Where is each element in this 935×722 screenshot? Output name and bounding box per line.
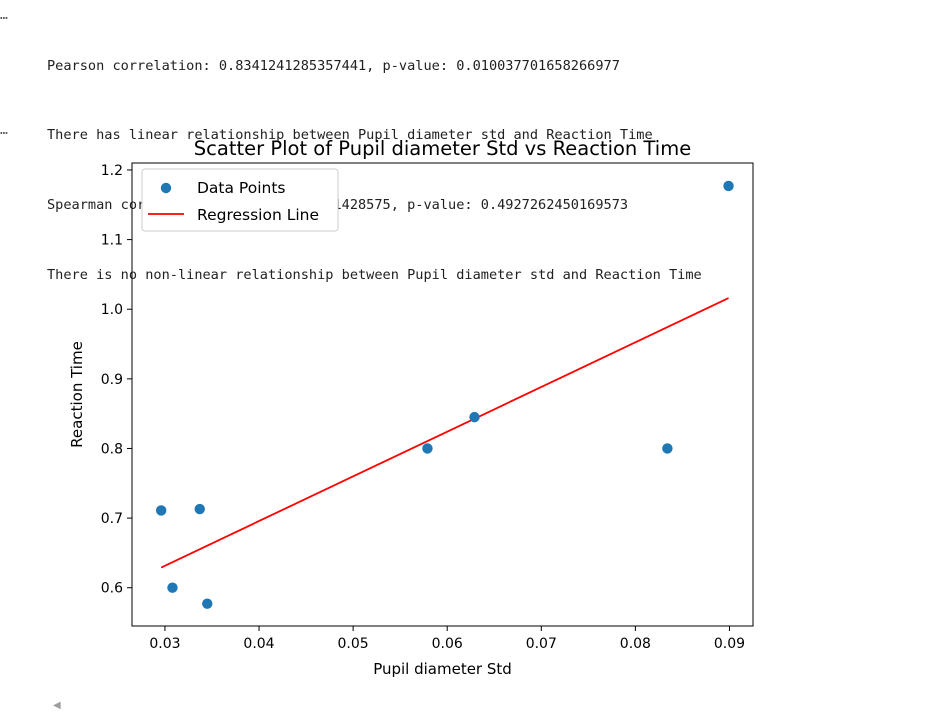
y-tick-label: 0.8	[101, 441, 123, 457]
plot-output-collapse-toggle[interactable]: …	[0, 123, 8, 138]
pearson-result-line: Pearson correlation: 0.8341241285357441,…	[47, 57, 620, 74]
data-point	[155, 505, 167, 516]
regression-line	[160, 297, 729, 569]
chart-title: Scatter Plot of Pupil diameter Std vs Re…	[194, 137, 691, 160]
x-tick-label: 0.06	[432, 636, 463, 652]
output-collapse-toggle[interactable]: …	[0, 8, 8, 23]
scroll-left-arrow-icon[interactable]: ◀	[53, 700, 61, 711]
x-tick-label: 0.03	[149, 636, 180, 652]
data-point	[202, 598, 213, 609]
x-tick-label: 0.09	[714, 636, 745, 652]
plot-frame	[131, 162, 754, 627]
scatter-plot-figure: Scatter Plot of Pupil diameter Std vs Re…	[68, 137, 754, 678]
data-point	[194, 503, 205, 515]
data-point	[469, 411, 480, 423]
data-point	[723, 180, 734, 192]
linear-conclusion-line: There has linear relationship between Pu…	[47, 127, 653, 144]
x-tick-label: 0.04	[243, 636, 274, 652]
legend-label-data-points: Data Points	[197, 179, 286, 197]
y-tick-label: 0.9	[101, 372, 123, 388]
legend-marker-data-points	[160, 182, 172, 194]
y-tick-label: 1.1	[101, 233, 123, 249]
y-axis-label: Reaction Time	[68, 341, 86, 448]
x-tick-label: 0.08	[620, 636, 651, 652]
data-point	[662, 443, 673, 454]
legend-box	[141, 168, 339, 232]
x-tick-label: 0.05	[338, 636, 369, 652]
data-point	[167, 582, 178, 593]
y-tick-label: 0.7	[101, 511, 123, 527]
x-tick-label: 0.07	[526, 636, 557, 652]
y-tick-label: 1.0	[101, 302, 123, 318]
x-axis-label: Pupil diameter Std	[373, 660, 512, 678]
nonlinear-conclusion-line: There is no non-linear relationship betw…	[47, 267, 702, 284]
legend-label-regression-line: Regression Line	[197, 206, 319, 224]
data-point	[422, 443, 433, 454]
y-tick-label: 0.6	[101, 581, 123, 597]
y-tick-label: 1.2	[101, 163, 123, 179]
